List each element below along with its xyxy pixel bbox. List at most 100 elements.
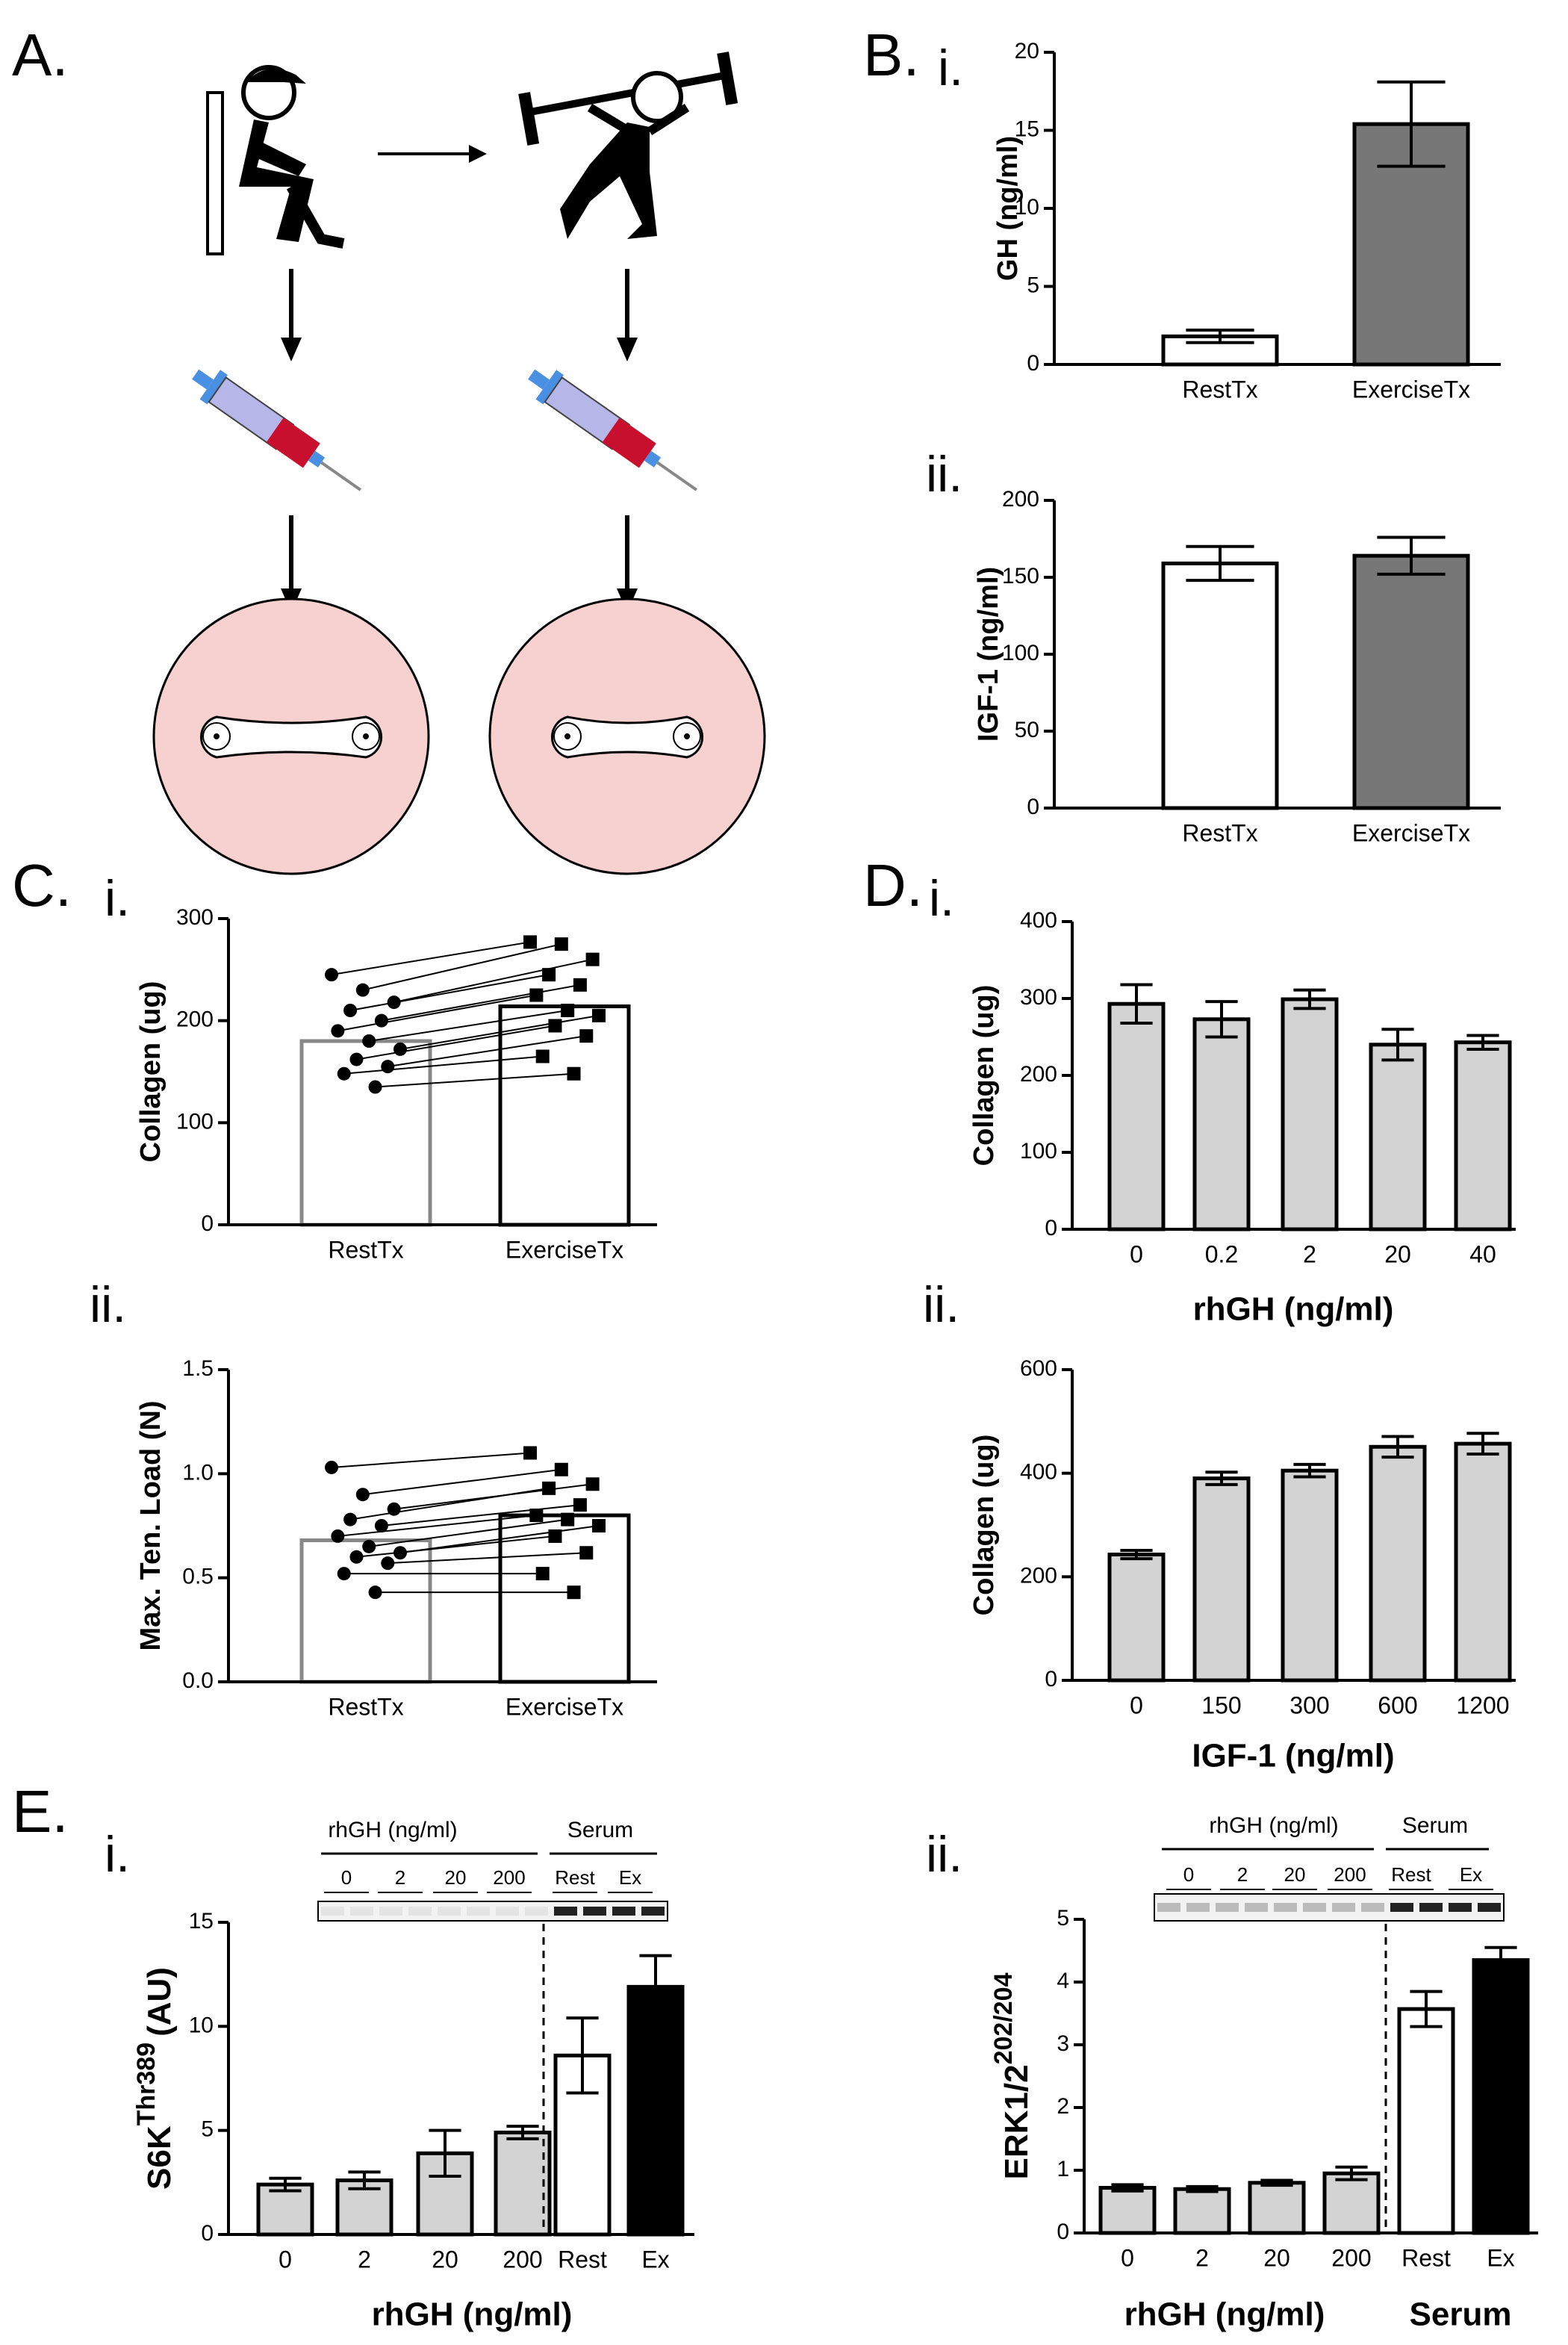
lane-label: 200 [1334, 1863, 1366, 1886]
blot-band [1449, 1903, 1472, 1912]
blot-band [641, 1907, 665, 1916]
y-label-text: S6K [141, 2125, 178, 2190]
rest-point [325, 1460, 338, 1474]
y-tick-label: 150 [1002, 564, 1039, 588]
bar [1369, 1444, 1427, 1683]
x-tick-label: Ex [641, 2246, 669, 2273]
lane-label: 2 [1237, 1863, 1248, 1886]
exercise-point [554, 1462, 568, 1476]
lane-label: Ex [1460, 1863, 1482, 1886]
blot-band [1274, 1903, 1297, 1912]
y-axis-label: GH (ng/ml) [992, 136, 1024, 281]
pair-line [343, 1055, 543, 1075]
subpanel-label: i. [105, 1826, 130, 1883]
bar [1107, 1553, 1166, 1683]
blot-band [1390, 1903, 1413, 1912]
subpanel-label: i. [929, 870, 954, 927]
y-label-unit: (AU) [141, 1967, 178, 2037]
y-label-sup: 202/204 [989, 1972, 1018, 2064]
bar [1369, 1043, 1427, 1231]
y-tick-label: 10 [189, 2013, 214, 2037]
x-tick-label: ExerciseTx [505, 1236, 623, 1263]
x-tick-label: RestTx [328, 1236, 403, 1263]
bar [1322, 2171, 1381, 2235]
x-tick-label: Rest [558, 2246, 607, 2273]
x-tick-label: 0 [1121, 2244, 1134, 2271]
bar [626, 1984, 685, 2237]
blot-header: Serum [1402, 1813, 1468, 1838]
y-tick-label: 0 [1045, 1216, 1057, 1240]
panel-label: D. [863, 852, 923, 919]
y-axis-label: Max. Ten. Load (N) [135, 1401, 167, 1651]
y-tick-label: 15 [1015, 117, 1039, 141]
x-tick-label: 600 [1378, 1692, 1417, 1718]
subpanel-label: ii. [926, 446, 962, 503]
weight [717, 52, 738, 105]
exercise-point [573, 1498, 587, 1512]
subpanel-label: ii. [923, 1276, 959, 1333]
y-tick-label: 200 [1002, 487, 1039, 512]
y-tick-label: 4 [1057, 1969, 1069, 1993]
bar [1192, 1017, 1251, 1231]
blot-band [1361, 1903, 1384, 1912]
exercise-point [542, 968, 556, 982]
x-tick-label: 0 [1130, 1692, 1143, 1718]
y-tick-label: 0.0 [182, 1668, 214, 1693]
bar [299, 1538, 432, 1684]
subpanel-label: i. [105, 870, 130, 927]
x-tick-label: 1200 [1456, 1692, 1509, 1718]
arrows [289, 269, 629, 597]
x-axis-label: rhGH (ng/ml) [372, 2296, 573, 2333]
y-tick-label: 0 [201, 1211, 214, 1236]
syringe [192, 369, 362, 491]
chair [206, 91, 224, 255]
x-tick-label: 0 [1130, 1240, 1143, 1267]
blot-header: rhGH (ng/ml) [328, 1818, 457, 1842]
bar [1161, 561, 1279, 810]
syringe [528, 369, 698, 491]
arrowhead [469, 145, 487, 163]
pair-line [349, 974, 550, 1011]
exercise-point [523, 1446, 537, 1460]
panel-label: A. [12, 22, 69, 88]
pair-line [399, 1014, 600, 1050]
rest-point [362, 1539, 376, 1553]
bar [1472, 1958, 1530, 2235]
y-tick-label: 300 [1020, 985, 1057, 1010]
bar [1281, 997, 1339, 1231]
x-tick-label: 2 [1195, 2244, 1209, 2271]
blot-band [379, 1907, 402, 1916]
blot-band [612, 1907, 635, 1916]
exercise-point [585, 952, 600, 966]
exercise-point [529, 1509, 544, 1523]
rest-point [331, 1024, 345, 1038]
blot-band [1332, 1903, 1355, 1912]
rest-point [343, 1512, 358, 1526]
rest-point [368, 1080, 382, 1094]
blot-header: rhGH (ng/ml) [1209, 1813, 1338, 1838]
blot [1154, 1893, 1505, 1922]
y-tick-label: 100 [176, 1109, 214, 1134]
y-tick-label: 20 [1015, 39, 1039, 63]
x-tick-label: Ex [1487, 2244, 1514, 2271]
x-axis-label: rhGH (ng/ml) [1124, 2296, 1325, 2333]
rest-point [355, 983, 370, 997]
x-tick-label: RestTx [328, 1693, 403, 1720]
pair-line [369, 1010, 568, 1042]
panel-label: E. [12, 1778, 69, 1845]
y-tick-label: 3 [1057, 2031, 1069, 2056]
subpanel-label: ii. [926, 1826, 962, 1883]
cap [246, 69, 306, 84]
y-label-text: ERK1/2 [998, 2064, 1035, 2179]
blot-band [496, 1907, 519, 1916]
rest-point [393, 1042, 407, 1056]
exercise-point [567, 1585, 581, 1600]
y-tick-label: 0 [1027, 351, 1039, 376]
rest-point [337, 1066, 351, 1081]
x-tick-label: 2 [1303, 1240, 1316, 1267]
subpanel-label: ii. [90, 1276, 126, 1333]
y-tick-label: 50 [1015, 718, 1039, 742]
blot-band [583, 1907, 606, 1916]
y-tick-label: 200 [1020, 1062, 1057, 1087]
x-tick-label: 150 [1201, 1692, 1241, 1718]
